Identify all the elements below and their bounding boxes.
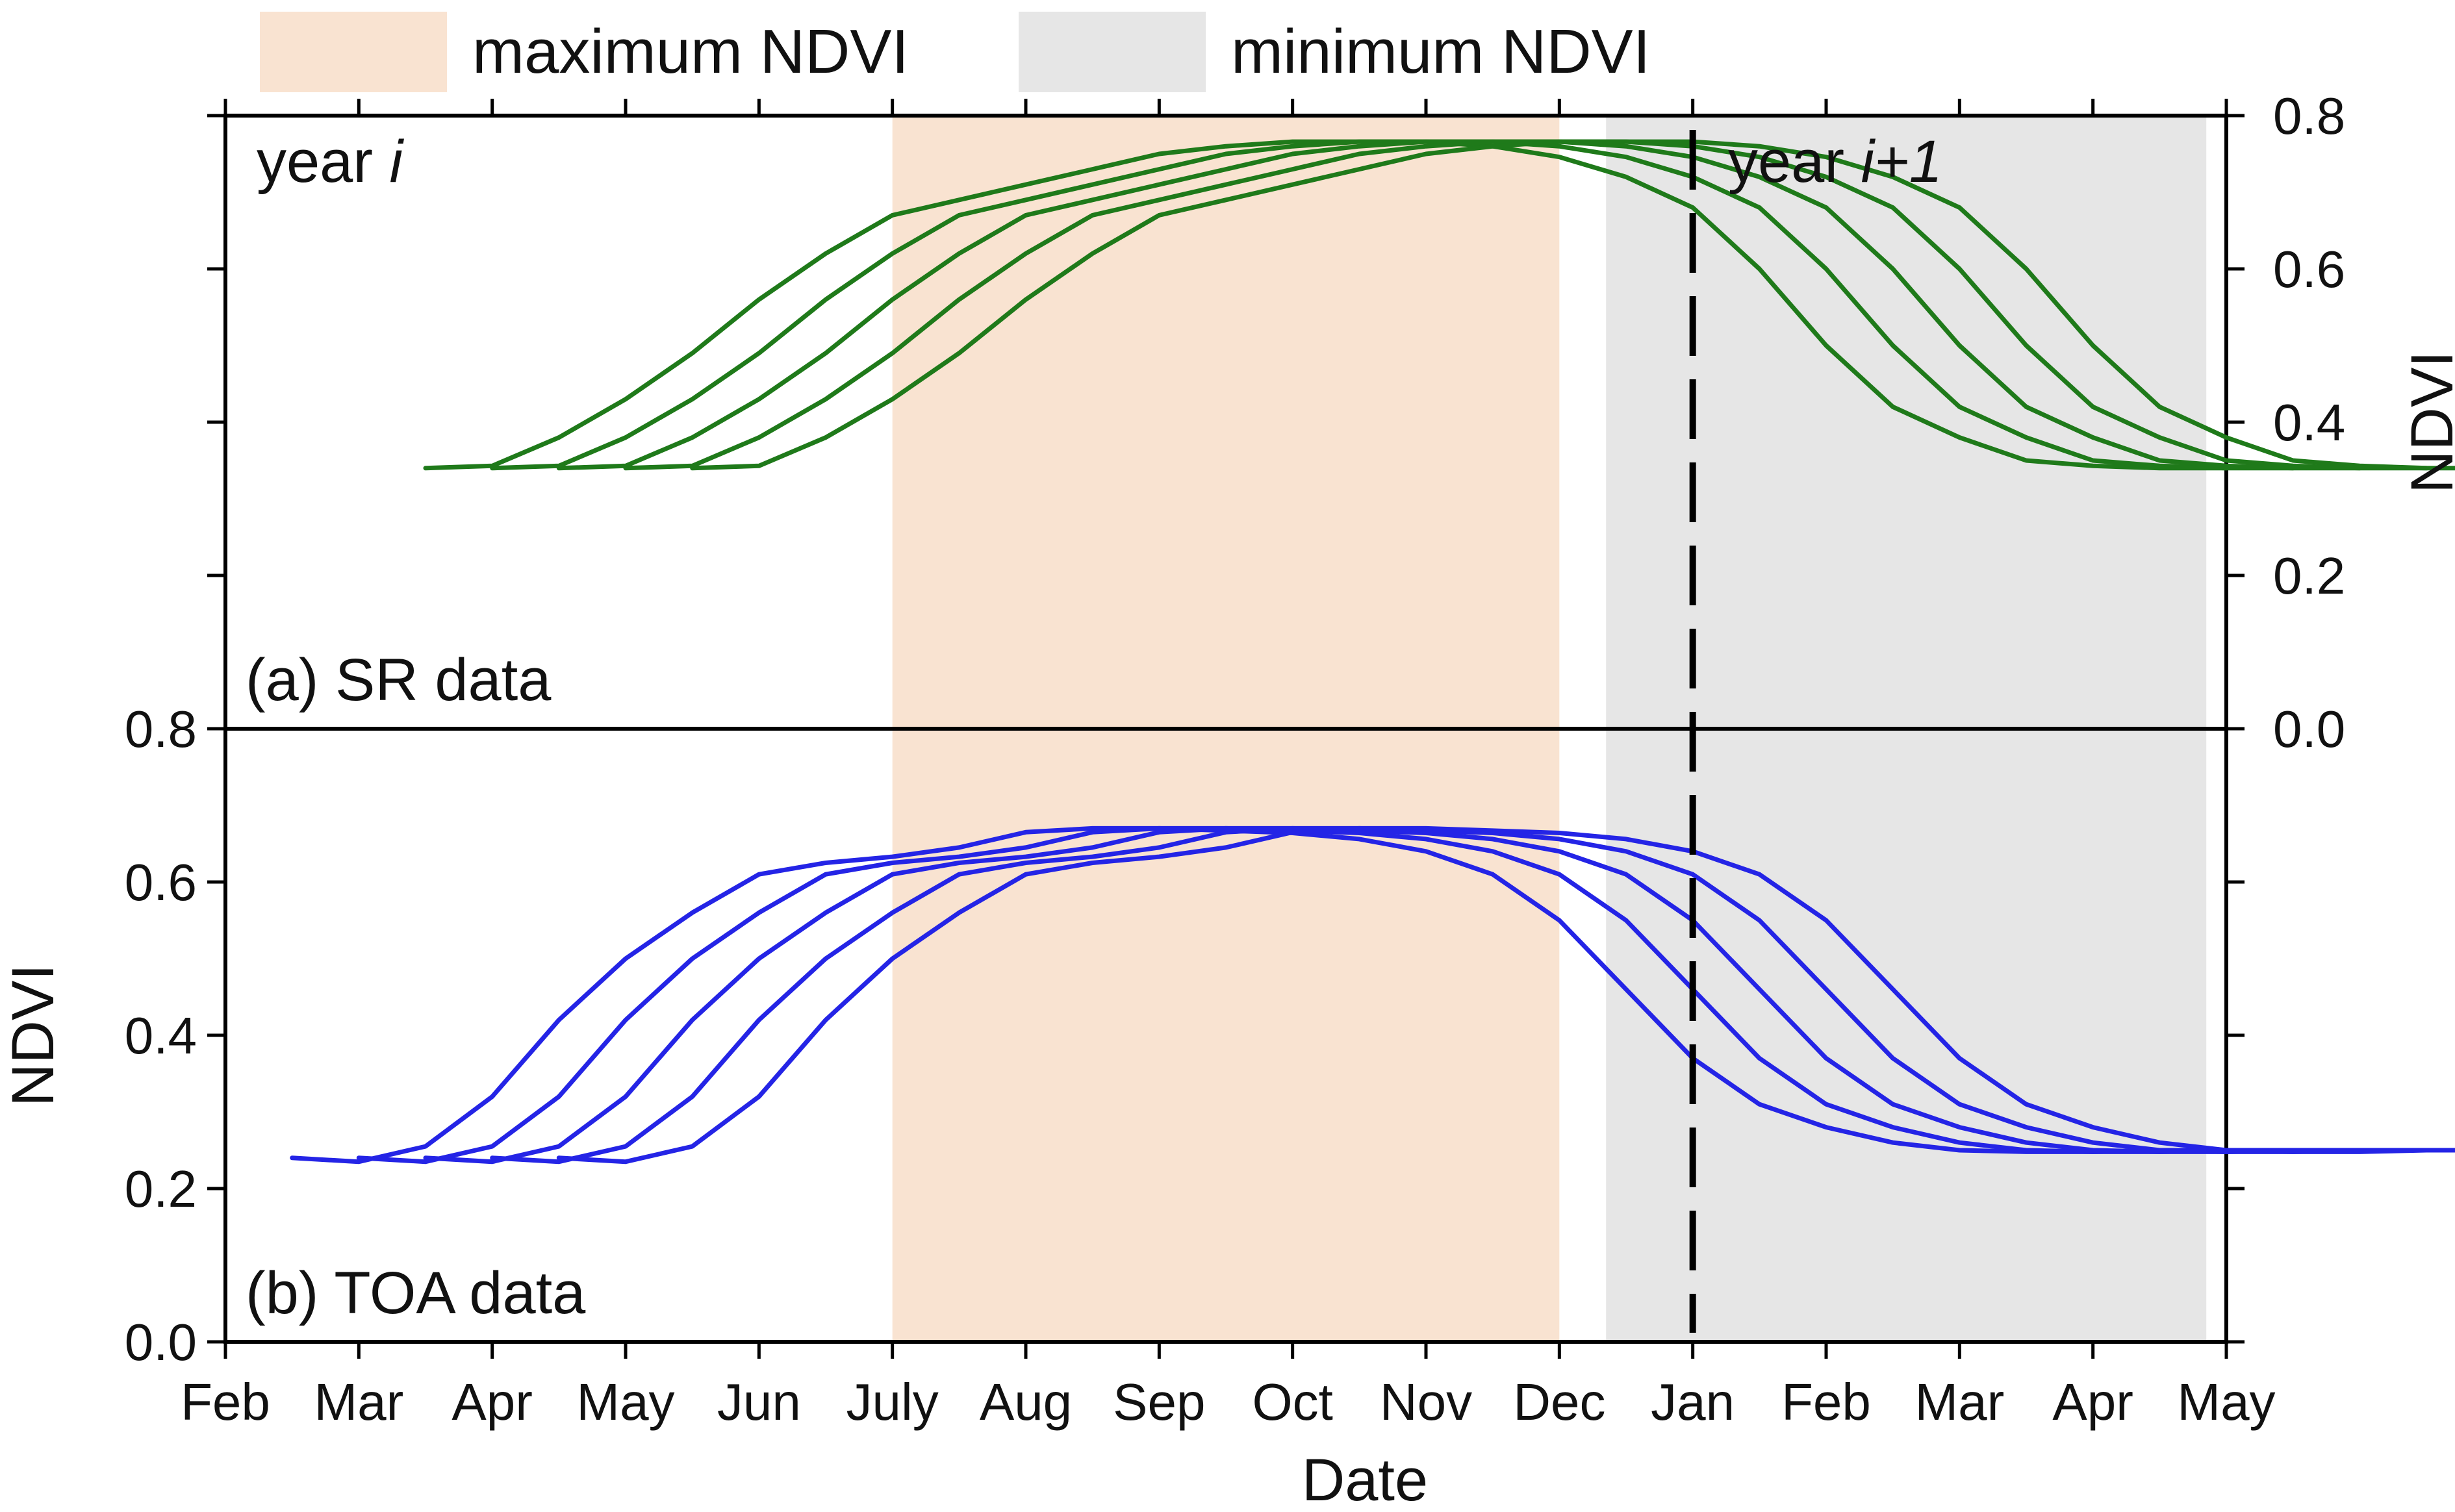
panel-sr-ticks: 0.0 0.2 0.4 0.6 0.8 (207, 87, 2345, 758)
x-axis-title: Date (1302, 1447, 1428, 1512)
x-tick-label: Dec (1513, 1373, 1605, 1431)
series-line-1 (423, 139, 2229, 471)
year-i-plus-1-label: year i+1 (1728, 129, 1942, 195)
y-tick-label: 0.0 (125, 1313, 197, 1371)
series-line-4 (490, 825, 2429, 1165)
panel-toa-ylabel: NDVI (0, 964, 66, 1107)
x-tick-label: July (846, 1373, 939, 1431)
series-line-3 (556, 139, 2362, 471)
x-tick-label: Jun (717, 1373, 801, 1431)
legend-max-ndvi-label: maximum NDVI (472, 17, 909, 86)
series-line-4 (623, 139, 2429, 471)
x-axis: Feb Mar Apr May Jun July Aug Sep Oct Nov Dec Jan Feb… (181, 99, 2276, 1431)
y-tick-label: 0.2 (125, 1160, 197, 1218)
y-tick-label: 0.4 (2273, 394, 2345, 451)
y-tick-label: 0.8 (2273, 87, 2345, 145)
x-tick-label: Mar (1914, 1373, 2004, 1431)
x-tick-label: Apr (452, 1373, 533, 1431)
y-tick-label: 0.4 (125, 1007, 197, 1065)
x-tick-label: Nov (1380, 1373, 1472, 1431)
x-tick-label: May (576, 1373, 674, 1431)
x-tick-label: May (2177, 1373, 2275, 1431)
y-tick-label: 0.6 (125, 853, 197, 911)
x-tick-label: Mar (314, 1373, 403, 1431)
x-tick-label: Aug (980, 1373, 1072, 1431)
x-tick-label: Apr (2052, 1373, 2133, 1431)
panel-sr-series (423, 139, 2455, 471)
y-tick-label: 0.6 (2273, 240, 2345, 298)
series-line-5 (690, 139, 2455, 471)
y-tick-label: 0.0 (2273, 700, 2345, 758)
series-line-5 (556, 825, 2455, 1165)
x-tick-label: Oct (1252, 1373, 1332, 1431)
x-tick-label: Jan (1651, 1373, 1735, 1431)
y-tick-label: 0.2 (2273, 547, 2345, 605)
legend-min-ndvi-label: minimum NDVI (1231, 17, 1650, 86)
legend-max-ndvi-swatch (260, 12, 447, 92)
x-tick-label: Feb (1781, 1373, 1871, 1431)
panel-sr-label: (a) SR data (246, 647, 552, 713)
panel-sr-ylabel: NDVI (2399, 351, 2455, 494)
y-tick-label: 0.8 (125, 700, 197, 758)
panel-toa-series (290, 825, 2455, 1165)
series-line-3 (423, 825, 2362, 1165)
panel-toa: 0.0 0.2 0.4 0.6 0.8 (b) TOA data NDVI (0, 700, 2455, 1371)
x-tick-label: Sep (1113, 1373, 1205, 1431)
year-i-label: year i (257, 129, 405, 195)
legend: maximum NDVI minimum NDVI (260, 12, 1650, 92)
panel-toa-ticks: 0.0 0.2 0.4 0.6 0.8 (125, 700, 2245, 1371)
panel-sr: 0.00.20.40.60.8 (a) SR data NDVI year i … (207, 87, 2455, 758)
legend-min-ndvi-swatch (1019, 12, 1206, 92)
panel-toa-label: (b) TOA data (246, 1260, 586, 1326)
x-tick-label: Feb (181, 1373, 270, 1431)
series-line-2 (490, 139, 2296, 471)
